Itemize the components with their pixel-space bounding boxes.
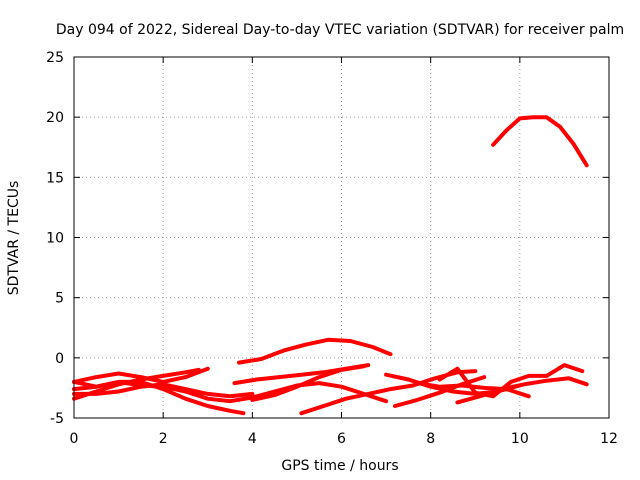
series-line-arc-1 <box>72 366 210 384</box>
y-tick-label: 20 <box>46 110 64 126</box>
series-line-arc-2 <box>72 382 255 399</box>
y-tick-label: -5 <box>50 411 64 427</box>
series-group <box>72 115 589 416</box>
series-line-arc-14 <box>455 376 589 405</box>
y-tick-label: 25 <box>46 50 64 66</box>
series-line-arc-5 <box>72 379 389 404</box>
series-line-arc-8 <box>250 364 366 402</box>
series-line-arc-6 <box>237 337 393 365</box>
series-line-arc-13 <box>437 363 585 399</box>
series-line-arc-15 <box>491 115 589 168</box>
y-tick-label: 0 <box>55 351 64 367</box>
chart-title: Day 094 of 2022, Sidereal Day-to-day VTE… <box>56 22 624 38</box>
x-tick-label: 8 <box>426 431 435 447</box>
y-tick-label: 5 <box>55 291 64 307</box>
x-axis-label: GPS time / hours <box>281 458 398 474</box>
y-axis-label: SDTVAR / TECUs <box>6 181 22 296</box>
y-tick-label: 15 <box>46 170 64 186</box>
x-tick-label: 0 <box>70 431 79 447</box>
x-tick-label: 4 <box>248 431 257 447</box>
y-tick-label: 10 <box>46 231 64 247</box>
y-axis: -5 0 5 10 15 20 25 <box>46 50 609 427</box>
x-axis: 0 2 4 6 8 10 12 <box>70 57 618 447</box>
series-line-arc-4 <box>72 367 201 401</box>
x-tick-label: 12 <box>600 431 618 447</box>
grid <box>74 57 609 418</box>
x-tick-label: 2 <box>159 431 168 447</box>
x-tick-label: 6 <box>337 431 346 447</box>
x-tick-label: 10 <box>511 431 529 447</box>
